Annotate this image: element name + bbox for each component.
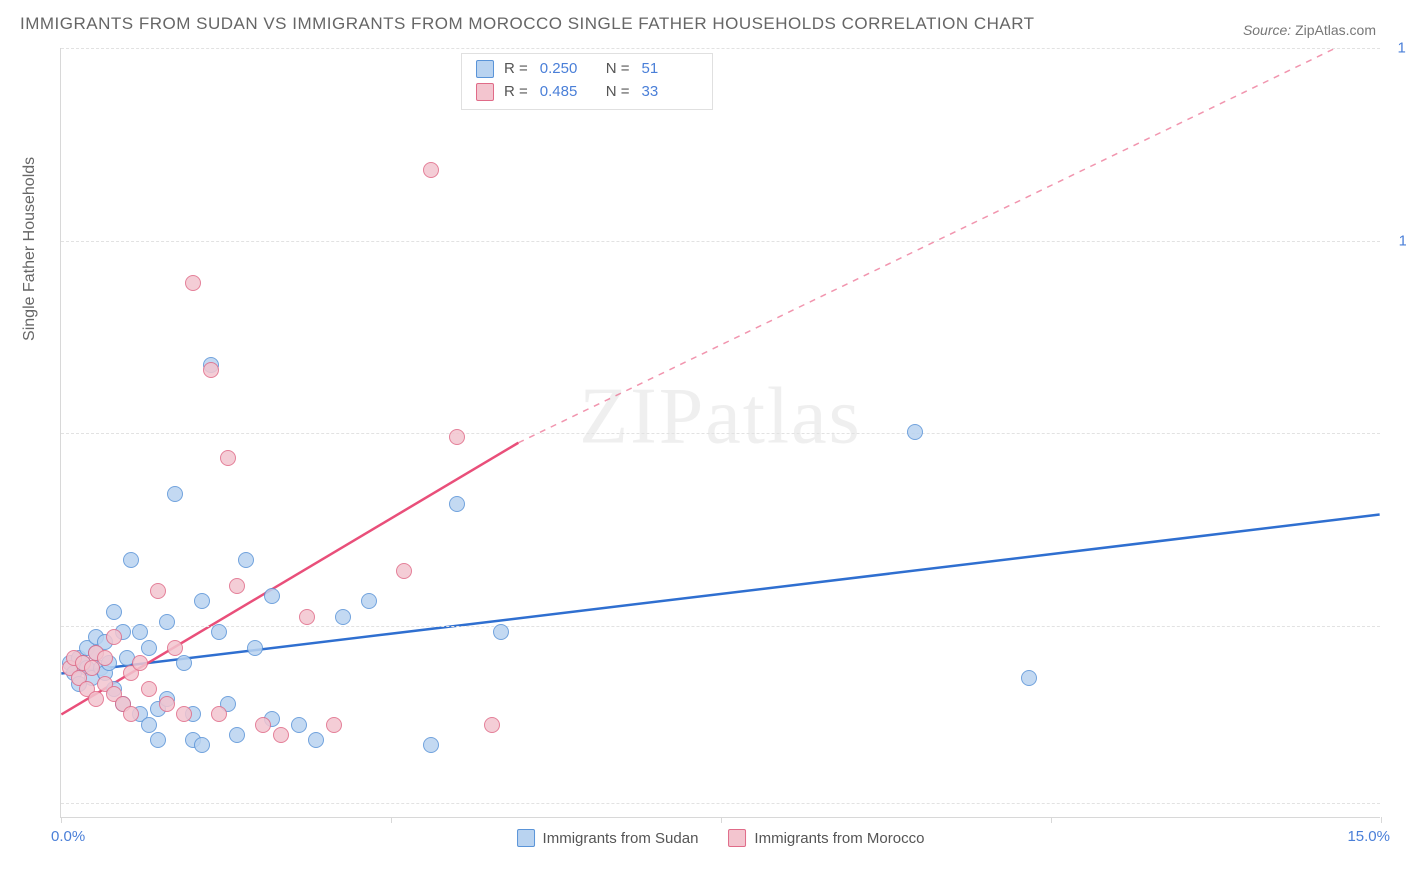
data-point-morocco <box>211 706 227 722</box>
y-tick-label: 11.2% <box>1390 232 1406 249</box>
data-point-morocco <box>176 706 192 722</box>
correlation-chart: IMMIGRANTS FROM SUDAN VS IMMIGRANTS FROM… <box>0 0 1406 892</box>
stat-n-label: N = <box>606 81 630 104</box>
y-tick-label: 7.5% <box>1390 425 1406 442</box>
y-tick-label: 15.0% <box>1390 40 1406 57</box>
y-axis-title: Single Father Households <box>21 156 39 340</box>
data-point-morocco <box>326 717 342 733</box>
data-point-morocco <box>229 578 245 594</box>
x-tick <box>721 817 722 823</box>
swatch-morocco <box>728 829 746 847</box>
data-point-sudan <box>194 593 210 609</box>
source-attribution: Source: ZipAtlas.com <box>1243 22 1376 38</box>
data-point-sudan <box>361 593 377 609</box>
data-point-morocco <box>273 727 289 743</box>
legend-item-morocco: Immigrants from Morocco <box>728 829 924 847</box>
chart-title: IMMIGRANTS FROM SUDAN VS IMMIGRANTS FROM… <box>20 14 1035 34</box>
data-point-morocco <box>220 450 236 466</box>
stats-legend-box: R = 0.250 N = 51 R = 0.485 N = 33 <box>461 53 713 110</box>
data-point-morocco <box>255 717 271 733</box>
data-point-sudan <box>141 717 157 733</box>
grid-line <box>61 48 1380 49</box>
stat-n-morocco: 33 <box>642 81 698 104</box>
data-point-morocco <box>423 162 439 178</box>
data-point-morocco <box>167 640 183 656</box>
watermark-thin: atlas <box>705 373 862 461</box>
data-point-morocco <box>484 717 500 733</box>
stat-n-sudan: 51 <box>642 58 698 81</box>
data-point-sudan <box>247 640 263 656</box>
data-point-sudan <box>211 624 227 640</box>
stat-r-morocco: 0.485 <box>540 81 596 104</box>
x-tick <box>1051 817 1052 823</box>
legend-label-morocco: Immigrants from Morocco <box>754 830 924 847</box>
data-point-sudan <box>335 609 351 625</box>
data-point-sudan <box>291 717 307 733</box>
stat-r-sudan: 0.250 <box>540 58 596 81</box>
x-tick <box>391 817 392 823</box>
data-point-sudan <box>907 424 923 440</box>
data-point-morocco <box>141 681 157 697</box>
data-point-morocco <box>159 696 175 712</box>
stat-n-label: N = <box>606 58 630 81</box>
data-point-sudan <box>493 624 509 640</box>
grid-line <box>61 803 1380 804</box>
grid-line <box>61 433 1380 434</box>
bottom-legend: Immigrants from Sudan Immigrants from Mo… <box>517 829 925 847</box>
x-tick <box>1381 817 1382 823</box>
x-tick <box>61 817 62 823</box>
swatch-sudan <box>476 60 494 78</box>
data-point-morocco <box>150 583 166 599</box>
data-point-morocco <box>123 706 139 722</box>
data-point-sudan <box>123 552 139 568</box>
data-point-morocco <box>185 275 201 291</box>
stats-row-morocco: R = 0.485 N = 33 <box>476 81 698 104</box>
grid-line <box>61 626 1380 627</box>
data-point-sudan <box>238 552 254 568</box>
plot-area: Single Father Households ZIPatlas R = 0.… <box>60 48 1380 818</box>
data-point-sudan <box>308 732 324 748</box>
stats-row-sudan: R = 0.250 N = 51 <box>476 58 698 81</box>
data-point-morocco <box>84 660 100 676</box>
data-point-sudan <box>150 732 166 748</box>
stat-r-label: R = <box>504 81 528 104</box>
data-point-sudan <box>106 604 122 620</box>
data-point-sudan <box>132 624 148 640</box>
data-point-morocco <box>132 655 148 671</box>
legend-item-sudan: Immigrants from Sudan <box>517 829 699 847</box>
data-point-morocco <box>449 429 465 445</box>
data-point-sudan <box>194 737 210 753</box>
x-axis-label-max: 15.0% <box>1347 828 1390 845</box>
x-axis-label-min: 0.0% <box>51 828 85 845</box>
grid-line <box>61 241 1380 242</box>
data-point-morocco <box>203 362 219 378</box>
data-point-morocco <box>299 609 315 625</box>
data-point-sudan <box>1021 670 1037 686</box>
data-point-sudan <box>176 655 192 671</box>
data-point-sudan <box>141 640 157 656</box>
data-point-sudan <box>264 588 280 604</box>
source-label: Source: <box>1243 22 1291 38</box>
data-point-morocco <box>396 563 412 579</box>
swatch-sudan <box>517 829 535 847</box>
legend-label-sudan: Immigrants from Sudan <box>543 830 699 847</box>
y-tick-label: 3.8% <box>1390 617 1406 634</box>
source-value: ZipAtlas.com <box>1295 22 1376 38</box>
data-point-sudan <box>449 496 465 512</box>
data-point-morocco <box>106 629 122 645</box>
stat-r-label: R = <box>504 58 528 81</box>
watermark-bold: ZIP <box>579 373 705 461</box>
data-point-sudan <box>229 727 245 743</box>
data-point-sudan <box>423 737 439 753</box>
watermark: ZIPatlas <box>579 372 862 463</box>
data-point-morocco <box>88 691 104 707</box>
data-point-sudan <box>167 486 183 502</box>
swatch-morocco <box>476 83 494 101</box>
data-point-sudan <box>159 614 175 630</box>
data-point-morocco <box>97 650 113 666</box>
